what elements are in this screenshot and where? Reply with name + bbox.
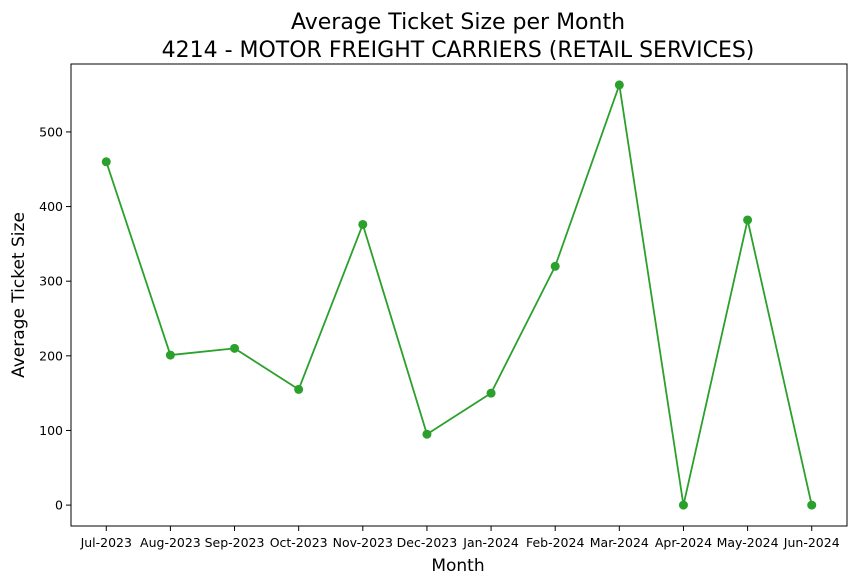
y-tick-label: 200	[39, 348, 63, 363]
x-tick-label: Aug-2023	[140, 535, 201, 550]
y-axis-label: Average Ticket Size	[9, 212, 29, 378]
x-tick-label: Oct-2023	[270, 535, 328, 550]
data-point	[101, 157, 111, 167]
y-tick-label: 100	[39, 423, 63, 438]
x-tick-label: Apr-2024	[655, 535, 712, 550]
x-tick-label: Jul-2023	[80, 535, 132, 550]
x-tick-label: Nov-2023	[333, 535, 393, 550]
data-point	[614, 80, 624, 90]
data-point	[294, 384, 304, 394]
data-point	[358, 219, 368, 229]
x-tick-label: Jun-2024	[783, 535, 840, 550]
x-tick-label: Feb-2024	[526, 535, 585, 550]
y-axis: 0 100 200 300 400 500	[39, 124, 71, 513]
series-layer	[101, 80, 817, 510]
x-tick-label: May-2024	[717, 535, 779, 550]
y-tick-label: 300	[39, 274, 63, 289]
x-axis-label: Month	[431, 556, 484, 576]
data-point	[550, 261, 560, 271]
y-tick-label: 500	[39, 124, 63, 139]
chart-title: Average Ticket Size per Month	[291, 10, 625, 35]
data-point	[486, 388, 496, 398]
x-tick-label: Jan-2024	[462, 535, 519, 550]
x-axis: Jul-2023 Aug-2023 Sep-2023 Oct-2023 Nov-2023…	[80, 526, 840, 550]
data-point	[165, 350, 175, 360]
data-point	[743, 215, 753, 225]
y-tick-label: 400	[39, 199, 63, 214]
plot-area	[70, 63, 848, 527]
series-line	[105, 84, 813, 507]
x-tick-label: Mar-2024	[590, 535, 649, 550]
data-point	[230, 343, 240, 353]
y-tick-label: 0	[55, 498, 63, 513]
data-point	[807, 500, 817, 510]
chart-subtitle: 4214 - MOTOR FREIGHT CARRIERS (RETAIL SE…	[162, 38, 755, 63]
data-point	[422, 429, 432, 439]
data-point	[678, 500, 688, 510]
x-tick-label: Dec-2023	[397, 535, 458, 550]
x-tick-label: Sep-2023	[205, 535, 265, 550]
